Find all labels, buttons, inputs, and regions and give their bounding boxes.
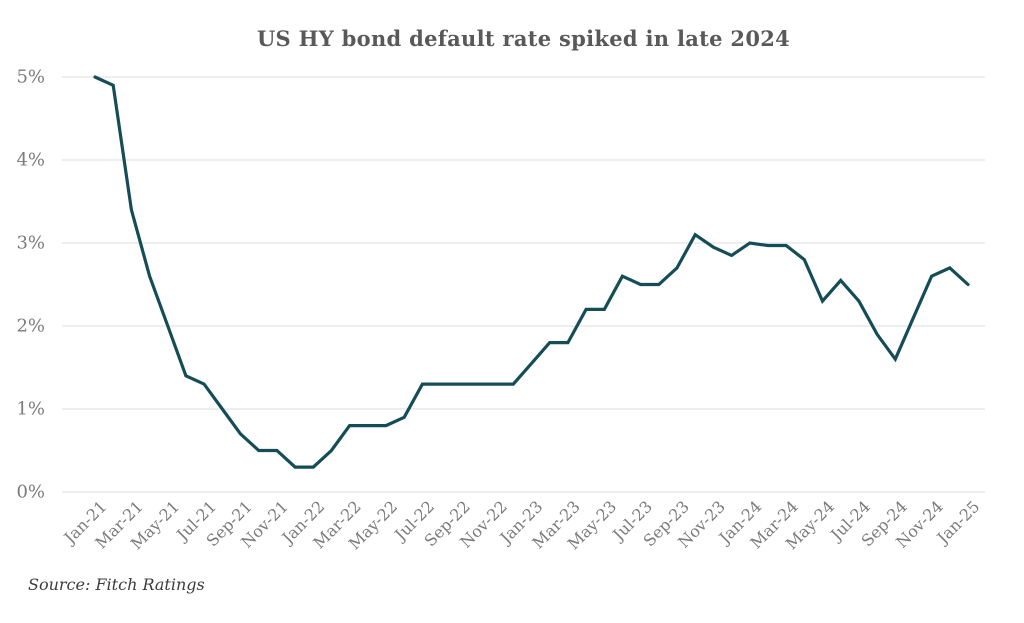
y-tick-label: 4% (16, 149, 45, 171)
default-rate-line (93, 75, 970, 469)
chart-title: US HY bond default rate spiked in late 2… (256, 26, 791, 51)
y-tick-label: 3% (16, 232, 45, 254)
y-tick-label: 5% (16, 66, 45, 88)
y-tick-label: 1% (16, 398, 45, 420)
y-tick-label: 0% (16, 481, 45, 503)
y-tick-label: 2% (16, 315, 45, 337)
source-note: Source: Fitch Ratings (28, 575, 205, 594)
